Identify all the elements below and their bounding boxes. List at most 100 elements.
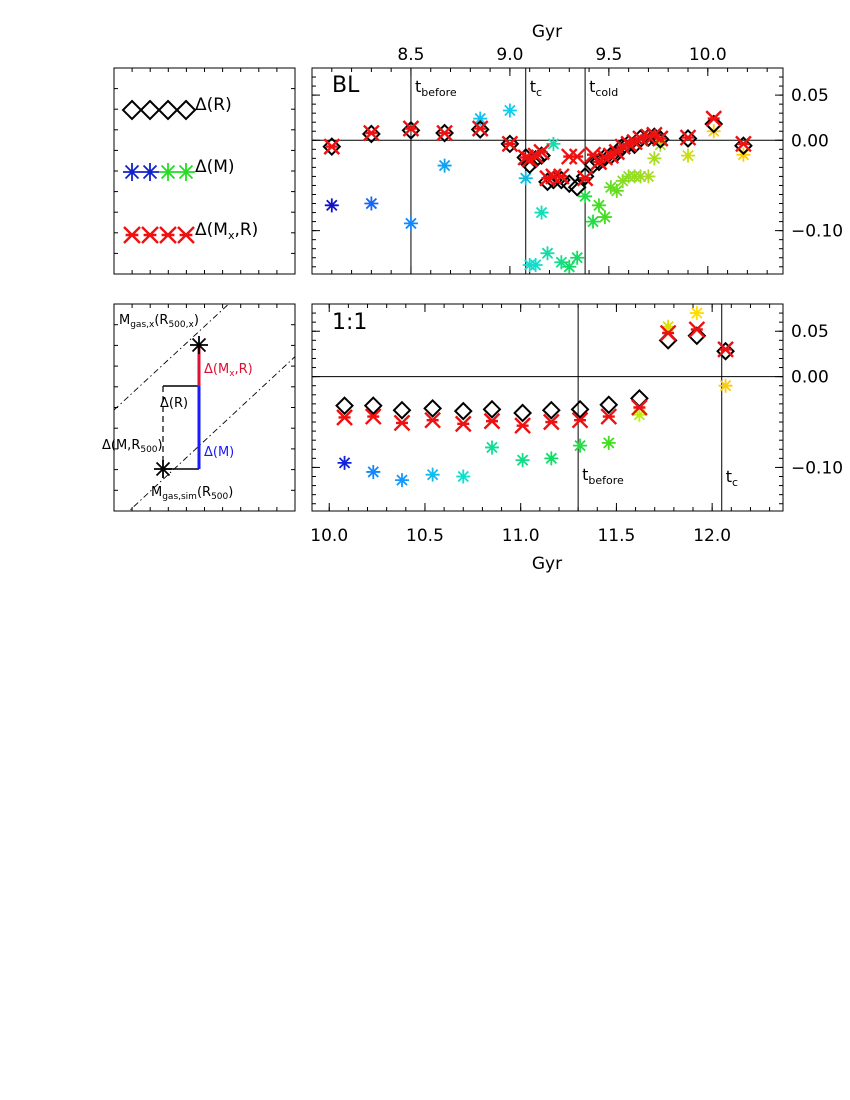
schematic-dr-label: Δ(R) xyxy=(160,396,188,411)
data-point-asterisk xyxy=(364,196,379,211)
vline-label-sub: c xyxy=(536,86,542,99)
data-point-asterisk xyxy=(609,183,624,198)
legend-cross-mark xyxy=(141,226,159,244)
data-point-asterisk xyxy=(337,455,352,470)
top-axis-title: Gyr xyxy=(532,22,562,42)
legend-dmxr-sub: x xyxy=(228,229,235,242)
data-point-asterisk xyxy=(601,435,616,450)
legend-asterisk-mark xyxy=(159,163,177,181)
data-point-diamond xyxy=(678,129,698,148)
vline-label-sub: c xyxy=(732,476,738,489)
data-point-diamond xyxy=(470,120,490,139)
data-point-cross xyxy=(705,110,723,127)
legend-label-dmxr: Δ(Mx,R) xyxy=(195,220,258,242)
legend-diamond-mark xyxy=(139,99,161,121)
data-point-asterisk xyxy=(324,198,339,213)
x-tick-label: 11.5 xyxy=(597,526,635,546)
data-point-cross xyxy=(402,120,420,137)
data-point-asterisk xyxy=(515,453,530,468)
x-tick-label: 8.5 xyxy=(397,45,424,65)
data-point-asterisk xyxy=(603,180,618,195)
data-point-asterisk xyxy=(544,451,559,466)
schematic-dmx-label: Δ(Mx,R) xyxy=(204,362,253,379)
data-point-asterisk xyxy=(502,103,517,118)
data-point-cross xyxy=(735,135,752,153)
legend-cross-mark xyxy=(123,226,141,244)
data-point-diamond xyxy=(361,124,381,144)
data-point-diamond xyxy=(570,399,590,419)
data-point-asterisk xyxy=(528,257,543,272)
data-point-asterisk xyxy=(597,210,612,225)
data-point-diamond xyxy=(500,134,520,154)
data-point-cross xyxy=(631,399,648,416)
legend-diamond-mark xyxy=(175,99,197,121)
data-point-cross xyxy=(553,168,570,185)
vline-label-sub: cold xyxy=(595,86,618,99)
data-point-cross xyxy=(363,124,380,142)
data-point-asterisk xyxy=(578,189,593,204)
schematic-dm-label: Δ(M) xyxy=(204,445,234,460)
x-tick-label: 11.0 xyxy=(502,526,540,546)
legend-diamond-mark xyxy=(157,99,179,121)
data-point-cross xyxy=(717,341,734,358)
data-point-cross xyxy=(514,417,531,435)
legend-cross-mark xyxy=(159,226,177,244)
data-point-cross xyxy=(454,415,472,433)
data-point-cross xyxy=(542,413,560,431)
legend-diamond-mark xyxy=(121,99,143,121)
data-point-diamond xyxy=(435,123,455,143)
x-tick-label: 10.5 xyxy=(406,526,444,546)
data-point-cross xyxy=(393,414,411,432)
data-point-cross xyxy=(576,169,594,187)
data-point-cross xyxy=(571,411,589,429)
legend-label-dr: Δ(R) xyxy=(195,95,232,115)
data-point-asterisk xyxy=(632,407,647,422)
vline-label-main: t xyxy=(726,467,732,486)
data-point-diamond xyxy=(716,341,735,361)
data-point-asterisk xyxy=(689,306,704,321)
data-point-cross xyxy=(364,408,382,425)
y-tick-label: 0.05 xyxy=(791,322,829,342)
data-point-cross xyxy=(323,138,341,155)
data-point-asterisk xyxy=(437,158,452,173)
x-tick-label: 9.5 xyxy=(595,45,622,65)
data-point-asterisk xyxy=(473,111,488,126)
bottom-axis-title: Gyr xyxy=(532,554,562,574)
data-point-asterisk xyxy=(681,148,696,163)
data-point-asterisk xyxy=(456,469,471,484)
schematic-diagonal-left xyxy=(114,304,230,411)
schematic-star-top xyxy=(190,336,208,354)
legend-label-dm: Δ(M) xyxy=(195,157,235,177)
data-point-asterisk xyxy=(570,250,585,265)
chart-top: tbefore tc tcold 8.5 9.0 9.5 10.00.050.00−0.1… xyxy=(311,22,843,275)
data-point-diamond xyxy=(363,396,383,416)
legend-dmxr-suffix: ,R) xyxy=(234,220,258,240)
x-tick-label: 10.0 xyxy=(310,526,348,546)
data-point-cross xyxy=(679,129,697,146)
data-point-cross xyxy=(471,120,489,137)
legend-panel: Δ(R) Δ(M) Δ(Mx,R) xyxy=(113,67,296,275)
data-point-asterisk xyxy=(653,137,668,152)
vline-label-main: t xyxy=(530,77,536,96)
data-point-asterisk xyxy=(562,259,577,274)
data-point-diamond xyxy=(453,401,473,421)
data-point-cross xyxy=(336,409,353,426)
data-point-asterisk xyxy=(718,378,733,393)
y-tick-label: 0.00 xyxy=(791,131,829,151)
vline-label: tc xyxy=(530,77,542,99)
data-point-cross xyxy=(483,412,501,430)
schematic-star-bottom xyxy=(154,460,172,478)
data-point-cross xyxy=(517,149,535,166)
data-point-asterisk xyxy=(546,136,561,151)
vline-label: tbefore xyxy=(582,465,624,487)
data-point-cross xyxy=(688,321,706,338)
data-point-cross xyxy=(501,135,519,153)
schematic-panel: Mgas,x(R500,x) Mgas,sim(R500) Δ(R) Δ(Mx,… xyxy=(102,303,296,512)
vline-label: tc xyxy=(726,467,738,489)
data-point-diamond xyxy=(599,395,619,415)
data-point-asterisk xyxy=(518,171,533,186)
data-point-cross xyxy=(568,148,586,165)
data-point-asterisk xyxy=(554,255,569,270)
data-point-diamond xyxy=(704,114,724,134)
